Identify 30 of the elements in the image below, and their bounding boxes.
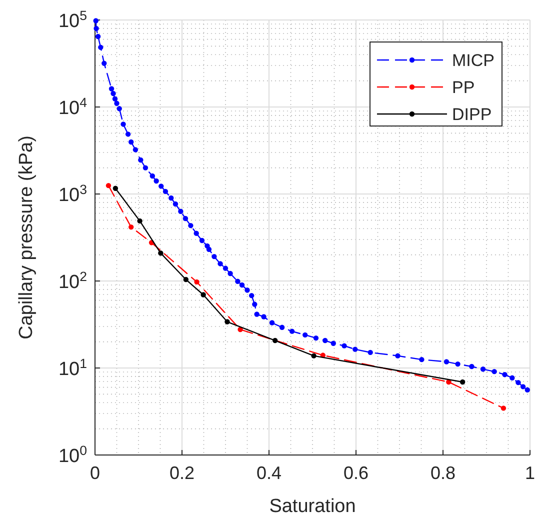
point [200, 292, 206, 298]
y-tick-label: 10$^{5}$ [58, 8, 87, 32]
x-tick-label: 0.2 [169, 463, 195, 483]
point [500, 406, 506, 411]
point [311, 353, 316, 358]
point [194, 279, 200, 285]
point [183, 276, 189, 282]
y-tick-label: 10$^{1}$ [58, 356, 87, 380]
x-tick-label: 0.8 [430, 463, 456, 483]
legend-label: MICP [452, 51, 494, 70]
point [106, 182, 112, 188]
y-tick-label: 10$^{2}$ [58, 268, 87, 293]
point [158, 250, 164, 256]
x-axis-title: Saturation [269, 496, 356, 517]
y-axis-title: Capillary pressure (kPa) [16, 136, 37, 340]
legend-label: DIPP [452, 105, 492, 124]
point [272, 338, 278, 344]
y-tick-label: 10$^{0}$ [58, 442, 87, 467]
y-tick-label: 10$^{3}$ [58, 182, 87, 206]
point [137, 218, 142, 224]
point [128, 224, 134, 230]
y-tick-label: 10$^{4}$ [58, 94, 87, 119]
point [460, 379, 466, 385]
x-tick-label: 0.6 [343, 463, 369, 483]
x-tick-label: 1 [524, 463, 536, 483]
legend-label: PP [452, 78, 475, 97]
x-tick-label: 0.4 [256, 463, 282, 483]
x-tick-label: 0 [90, 463, 100, 483]
point [224, 319, 230, 324]
point [112, 186, 118, 191]
